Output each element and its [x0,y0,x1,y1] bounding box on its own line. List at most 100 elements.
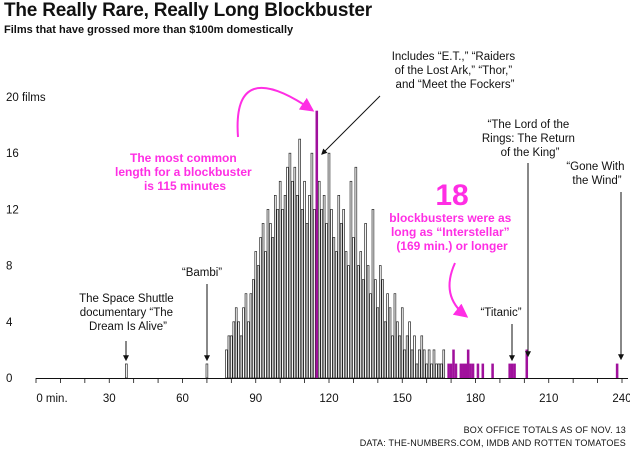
bar-134-min [361,279,365,379]
bar-166-min [440,363,443,379]
bar-167-min [442,349,446,379]
bar-156-min [415,363,419,379]
x-tick-label-120: 120 [319,393,338,405]
bar-122-min [332,237,336,379]
bar-146-min [391,335,394,379]
bar-139-min [374,279,377,379]
x-axis: 0 min. 30 60 90 120 150 180 210 240 [35,378,630,405]
space-shuttle-label: The Space Shuttle documentary “The Dream… [79,293,177,333]
bar-142-min [381,279,384,379]
long-count-label: blockbusters were as long as “Interstell… [389,211,514,253]
bar-158-min [420,335,424,379]
bar-169-min [447,363,450,379]
bar-201-min [525,349,529,379]
x-tick-label-150: 150 [393,393,412,405]
x-tick-label-0: 0 min. [36,393,67,405]
x-tick-label-240: 240 [612,393,630,405]
bar-125-min [339,223,343,379]
bar-102-min [283,195,287,379]
bar-118-min [322,195,326,379]
bar-91-min [256,265,260,379]
footer-line-1: BOX OFFICE TOTALS AS OF NOV. 13 [463,425,626,435]
bar-92-min [259,237,262,379]
bar-106-min [293,166,297,379]
bar-80-min [230,335,233,379]
bar-78-min [225,349,228,379]
x-tick-label-30: 30 [103,393,116,405]
y-tick-label-8: 8 [6,261,12,273]
bar-95-min [266,209,270,379]
bar-97-min [271,237,275,379]
y-tick-label-20: 20 films [6,92,46,104]
bar-177-min [466,349,470,379]
bar-84-min [239,335,243,379]
bar-161-min [427,349,431,379]
big-number: 18 [435,179,468,212]
bar-137-min [369,293,372,379]
bar-129-min [349,180,353,379]
bar-115-min [315,110,319,379]
bar-174-min [459,363,463,379]
bar-105-min [291,180,294,379]
bar-96-min [269,223,272,379]
bar-99-min [276,209,279,379]
bar-103-min [286,166,289,379]
bar-145-min [388,307,392,379]
bar-179-min [471,363,475,379]
bar-130-min [352,237,355,379]
bar-116-min [317,180,321,379]
x-tick-label-210: 210 [539,393,558,405]
bar-152-min [405,335,409,379]
bar-183-min [481,363,485,379]
x-tick-label-90: 90 [249,393,262,405]
bar-153-min [408,321,411,379]
bar-88-min [249,293,253,379]
bar-114-min [313,209,316,379]
bar-123-min [335,251,338,379]
bar-175-min [462,363,465,379]
bar-127-min [344,251,348,379]
y-tick-label-0: 0 [6,373,12,385]
bar-147-min [393,293,397,379]
bar-113-min [310,152,314,379]
bar-176-min [464,363,467,379]
bar-140-min [376,307,380,379]
bar-151-min [403,349,406,379]
bar-172-min [454,363,458,379]
bar-126-min [342,209,345,379]
common-length-label: The most common length for a blockbuster… [115,151,255,193]
bar-133-min [359,251,363,379]
bar-85-min [242,307,245,379]
bar-178-min [469,363,472,379]
long-count-arrow [448,262,469,318]
bar-128-min [347,265,350,379]
bar-155-min [413,335,416,379]
bar-124-min [337,195,341,379]
bar-110-min [303,180,306,379]
bar-101-min [281,209,284,379]
et-arrow [321,95,381,155]
y-tick-label-4: 4 [6,317,13,329]
bar-90-min [254,251,258,379]
bar-143-min [383,321,387,379]
bar-108-min [298,138,301,379]
bar-160-min [425,363,428,379]
bar-187-min [491,363,494,379]
bar-132-min [357,265,360,379]
y-tick-label-16: 16 [6,148,19,160]
bar-109-min [300,209,304,379]
bar-117-min [320,209,323,379]
bar-181-min [476,363,480,379]
bar-148-min [396,321,399,379]
gwtw-label: “Gone With the Wind” [566,161,627,187]
bar-165-min [437,363,441,379]
bar-111-min [305,223,309,379]
y-tick-label-12: 12 [6,204,19,216]
bar-107-min [295,195,299,379]
bar-138-min [371,209,375,379]
bar-157-min [418,349,421,379]
bar-195-min [510,363,514,379]
y-axis-labels: 0 4 8 12 16 20 films [6,92,46,385]
bar-81-min [232,321,236,379]
